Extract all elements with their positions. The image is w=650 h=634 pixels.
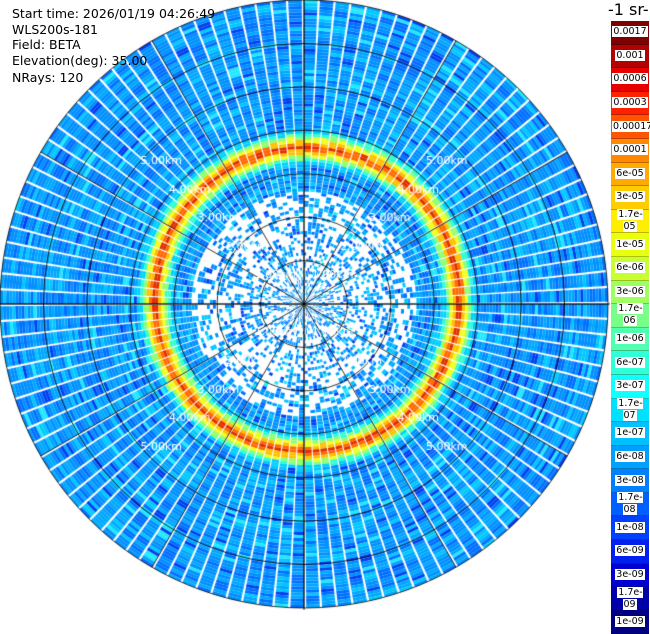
colorbar-tick-label: 1.7e-09 bbox=[617, 586, 643, 610]
colorbar-tick-label: 0.0001 bbox=[612, 144, 648, 156]
colorbar-level: 6e-07 bbox=[611, 351, 649, 375]
elevation-text: Elevation(deg): 35.00 bbox=[12, 53, 148, 68]
colorbar-level: 0.0001 bbox=[611, 138, 649, 163]
colorbar-tick-label: 1.7e-05 bbox=[617, 209, 643, 233]
field-text: Field: BETA bbox=[12, 37, 81, 52]
colorbar-level: 1.7e-08 bbox=[611, 492, 649, 517]
colorbar-level: 0.0017 bbox=[611, 21, 649, 45]
colorbar-level: 3e-09 bbox=[611, 563, 649, 588]
colorbar-level: 1e-08 bbox=[611, 516, 649, 541]
colorbar-tick-label: 1.7e-07 bbox=[617, 397, 643, 421]
colorbar-unit-label: -1 sr- bbox=[608, 0, 649, 19]
colorbar: 0.0017 0.001 0.0006 0.0003 0.00017 0.0001 6e-0… bbox=[611, 21, 650, 634]
colorbar-level: 1.7e-06 bbox=[611, 303, 649, 328]
colorbar-level: 1e-09 bbox=[611, 610, 649, 634]
colorbar-level: 3e-06 bbox=[611, 280, 649, 305]
colorbar-level: 6e-06 bbox=[611, 256, 649, 281]
colorbar-tick-label: 1.7e-06 bbox=[617, 303, 643, 327]
colorbar-tick-label: 3e-09 bbox=[615, 568, 645, 580]
colorbar-level: 1e-07 bbox=[611, 422, 649, 446]
colorbar-tick-label: 1e-06 bbox=[615, 333, 645, 345]
colorbar-level: 3e-08 bbox=[611, 469, 649, 493]
colorbar-tick-label: 1e-09 bbox=[615, 616, 645, 628]
colorbar-tick-label: 3e-06 bbox=[615, 285, 645, 297]
colorbar-level: 3e-05 bbox=[611, 186, 649, 210]
colorbar-tick-label: 6e-06 bbox=[615, 262, 645, 274]
colorbar-level: 1.7e-05 bbox=[611, 209, 649, 234]
colorbar-level: 6e-09 bbox=[611, 540, 649, 564]
colorbar-tick-label: 0.001 bbox=[615, 49, 645, 61]
colorbar-level: 1.7e-09 bbox=[611, 586, 649, 611]
colorbar-tick-label: 6e-07 bbox=[615, 356, 645, 368]
ppi-scan-plot bbox=[0, 0, 610, 610]
colorbar-tick-label: 0.0017 bbox=[612, 26, 648, 38]
colorbar-tick-label: 3e-05 bbox=[615, 191, 645, 203]
colorbar-tick-label: 1e-07 bbox=[615, 427, 645, 439]
colorbar-tick-label: 3e-08 bbox=[615, 474, 645, 486]
colorbar-level: 0.0006 bbox=[611, 68, 649, 92]
colorbar-tick-label: 1.7e-08 bbox=[617, 492, 643, 516]
colorbar-level: 6e-08 bbox=[611, 445, 649, 470]
colorbar-tick-label: 1e-08 bbox=[615, 521, 645, 533]
start-time-text: Start time: 2026/01/19 04:26:49 bbox=[12, 6, 216, 21]
colorbar-tick-label: 6e-09 bbox=[615, 545, 645, 557]
nrays-text: NRays: 120 bbox=[12, 70, 84, 85]
colorbar-level: 0.00017 bbox=[611, 115, 650, 139]
colorbar-level: 0.001 bbox=[611, 44, 649, 69]
instrument-text: WLS200s-181 bbox=[12, 22, 98, 37]
colorbar-tick-label: 6e-05 bbox=[615, 167, 645, 179]
colorbar-level: 1e-06 bbox=[611, 327, 649, 352]
colorbar-tick-label: 0.0003 bbox=[612, 97, 648, 109]
colorbar-tick-label: 0.00017 bbox=[612, 120, 650, 132]
colorbar-tick-label: 6e-08 bbox=[615, 450, 645, 462]
colorbar-level: 3e-07 bbox=[611, 374, 649, 399]
colorbar-level: 6e-05 bbox=[611, 162, 649, 187]
colorbar-level: 1e-05 bbox=[611, 233, 649, 257]
colorbar-tick-label: 3e-07 bbox=[615, 380, 645, 392]
colorbar-level: 1.7e-07 bbox=[611, 397, 649, 423]
colorbar-tick-label: 1e-05 bbox=[615, 238, 645, 250]
colorbar-tick-label: 0.0006 bbox=[612, 73, 648, 85]
colorbar-level: 0.0003 bbox=[611, 91, 649, 116]
